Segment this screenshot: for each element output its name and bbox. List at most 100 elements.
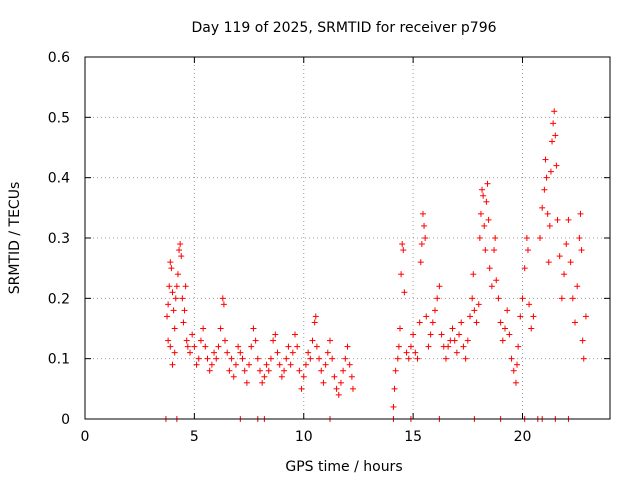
data-point: [311, 319, 318, 326]
data-point: [335, 391, 342, 398]
data-point: [506, 331, 513, 338]
data-point: [432, 307, 438, 314]
data-point: [333, 385, 340, 392]
data-point: [169, 289, 176, 296]
data-point: [167, 343, 174, 350]
data-point: [213, 355, 220, 362]
y-tick-label: 0.6: [48, 50, 70, 66]
data-point: [545, 259, 552, 266]
data-point: [417, 259, 424, 266]
data-point: [556, 253, 563, 260]
data-point: [582, 313, 589, 320]
data-point: [270, 337, 277, 344]
data-point: [476, 235, 483, 241]
x-tick-label: 20: [514, 429, 532, 445]
data-point: [289, 349, 296, 356]
data-point: [517, 313, 524, 320]
data-point: [211, 349, 218, 356]
data-point: [514, 361, 521, 368]
data-point: [285, 343, 292, 350]
data-point: [294, 343, 301, 350]
data-point: [551, 108, 558, 115]
data-point: [412, 349, 419, 356]
data-point: [208, 361, 215, 368]
data-point: [462, 355, 469, 362]
data-point: [479, 186, 486, 193]
data-point: [486, 265, 493, 272]
data-point: [274, 349, 281, 356]
data-point: [261, 373, 268, 380]
axis-ticks: 0 5 10 15 20 0 0.1 0.2 0.3 0.4 0.5 0.6: [48, 50, 610, 445]
data-point: [164, 313, 171, 320]
data-point: [523, 235, 530, 241]
data-point: [346, 361, 353, 368]
data-point: [200, 325, 207, 332]
data-point: [191, 343, 198, 350]
data-point: [398, 271, 405, 278]
data-point: [267, 355, 274, 362]
data-point: [429, 319, 436, 326]
data-point: [169, 361, 176, 368]
data-point: [419, 210, 426, 217]
data-point: [246, 361, 253, 368]
data-point: [248, 343, 255, 350]
data-point: [569, 295, 576, 302]
data-point: [508, 355, 515, 362]
data-point: [436, 283, 443, 290]
data-point: [177, 241, 184, 248]
data-point: [403, 349, 410, 356]
data-point: [542, 156, 549, 163]
data-point: [477, 210, 484, 217]
data-point: [401, 289, 408, 296]
data-point: [276, 361, 283, 368]
data-point: [502, 325, 508, 332]
data-point: [292, 331, 298, 338]
data-point: [400, 247, 407, 254]
data-point: [539, 204, 546, 211]
data-point: [485, 216, 492, 223]
data-point: [337, 379, 344, 386]
data-point: [572, 319, 578, 326]
data-point: [442, 355, 449, 362]
data-point: [168, 265, 175, 272]
data-point: [488, 283, 495, 290]
data-point: [259, 379, 266, 386]
data-point: [565, 216, 572, 223]
data-point: [467, 313, 473, 320]
data-points: [162, 108, 589, 422]
data-point: [224, 349, 231, 356]
data-point: [438, 331, 445, 338]
data-point: [407, 343, 414, 350]
data-point: [499, 337, 506, 344]
data-point: [243, 379, 250, 386]
data-point: [434, 295, 441, 302]
data-point: [309, 337, 316, 344]
x-tick-label: 0: [81, 429, 90, 445]
data-point: [222, 337, 228, 344]
data-point: [228, 355, 235, 362]
data-point: [482, 247, 489, 254]
data-point: [219, 295, 226, 302]
data-point: [220, 301, 227, 308]
data-point: [471, 307, 478, 314]
data-point: [547, 168, 554, 175]
x-tick-label: 10: [295, 429, 313, 445]
data-point: [318, 367, 325, 374]
x-axis-label: GPS time / hours: [285, 459, 402, 475]
data-point: [173, 283, 180, 290]
data-point: [512, 379, 519, 386]
data-point: [544, 210, 551, 217]
y-tick-label: 0.3: [48, 231, 70, 247]
data-point: [427, 331, 434, 338]
data-point: [313, 343, 320, 350]
data-point: [473, 319, 480, 326]
data-point: [483, 198, 490, 205]
data-point: [460, 343, 467, 350]
data-point: [390, 403, 397, 410]
data-point: [558, 295, 565, 302]
y-tick-label: 0.1: [48, 352, 70, 368]
data-point: [254, 355, 261, 362]
data-point: [283, 355, 290, 362]
data-point: [537, 235, 543, 241]
